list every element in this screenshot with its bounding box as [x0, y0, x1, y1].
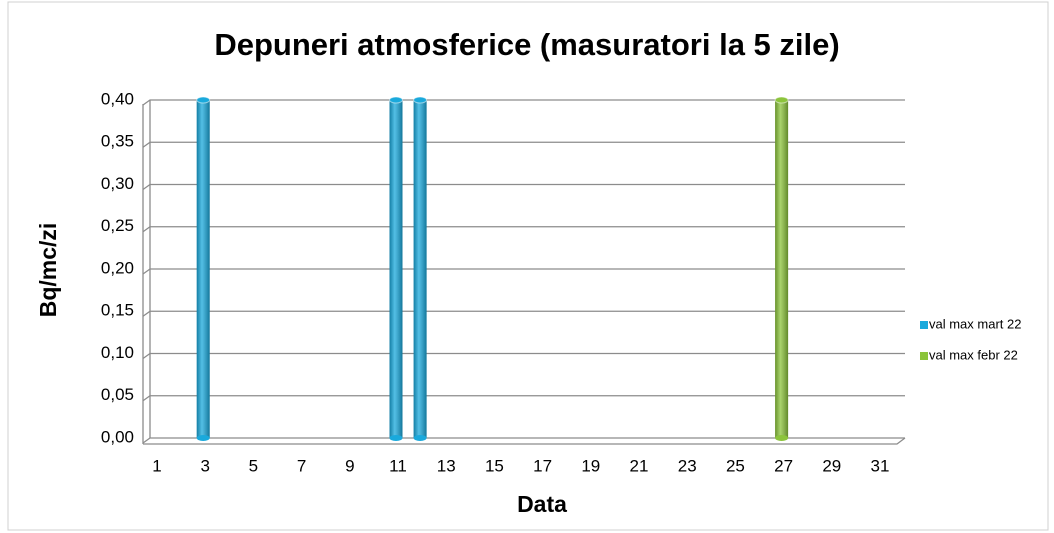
- bar: [413, 96, 428, 441]
- x-tick-label: 15: [485, 456, 504, 475]
- bar: [196, 96, 211, 441]
- y-tick-label: 0,40: [101, 89, 134, 108]
- bar-base: [389, 435, 403, 441]
- bar-top: [774, 96, 789, 104]
- grid-line: [142, 99, 905, 106]
- bar-top: [389, 96, 403, 104]
- legend-label: val max febr 22: [929, 347, 1018, 362]
- grid-line: [142, 226, 905, 233]
- grid-line: [142, 352, 905, 360]
- bar: [774, 96, 789, 441]
- y-tick-label: 0,05: [101, 385, 134, 404]
- grid-line: [142, 183, 905, 191]
- x-tick-label: 9: [345, 456, 354, 475]
- grid-line: [142, 395, 905, 402]
- x-tick-label: 27: [774, 456, 793, 475]
- y-tick-label: 0,15: [101, 301, 134, 320]
- bar-shade: [775, 100, 789, 438]
- x-tick-label: 23: [678, 456, 697, 475]
- legend-label: val max mart 22: [929, 316, 1021, 331]
- y-tick-label: 0,00: [101, 427, 134, 446]
- grid-line: [142, 437, 905, 444]
- y-tick-label: 0,25: [101, 216, 134, 235]
- y-tick-label: 0,20: [101, 258, 134, 277]
- legend-swatch: [920, 352, 928, 360]
- x-tick-label: 29: [822, 456, 841, 475]
- bar-top: [196, 96, 211, 104]
- x-tick-label: 1: [152, 456, 161, 475]
- x-tick-label: 7: [297, 456, 306, 475]
- x-tick-label: 3: [200, 456, 209, 475]
- bar-shade: [413, 100, 427, 438]
- grid-line: [142, 141, 905, 148]
- chart-title: Depuneri atmosferice (masuratori la 5 zi…: [214, 27, 839, 62]
- x-tick-label: 21: [630, 456, 649, 475]
- y-tick-label: 0,10: [101, 343, 134, 362]
- chart-frame: [7, 1, 1049, 531]
- bar-top: [413, 96, 428, 104]
- x-tick-label: 19: [581, 456, 600, 475]
- legend-swatch: [920, 321, 928, 329]
- x-tick-label: 25: [726, 456, 745, 475]
- bar-base: [775, 435, 789, 441]
- bar: [389, 96, 403, 441]
- y-tick-label: 0,35: [101, 132, 134, 151]
- grid-line: [142, 310, 905, 317]
- bar-base: [413, 435, 427, 441]
- x-tick-label: 5: [249, 456, 258, 475]
- bar-shade: [196, 100, 210, 438]
- bar-shade: [389, 100, 403, 438]
- floor: [143, 437, 906, 445]
- x-axis-label: Data: [517, 491, 567, 517]
- y-tick-label: 0,30: [101, 174, 134, 193]
- grid-line: [142, 268, 905, 275]
- x-tick-label: 11: [389, 456, 407, 475]
- x-tick-label: 31: [871, 456, 890, 475]
- bar-base: [196, 435, 210, 441]
- x-tick-label: 13: [437, 456, 456, 475]
- x-tick-label: 17: [533, 456, 552, 475]
- y-axis-label: Bq/mc/zi: [35, 223, 61, 318]
